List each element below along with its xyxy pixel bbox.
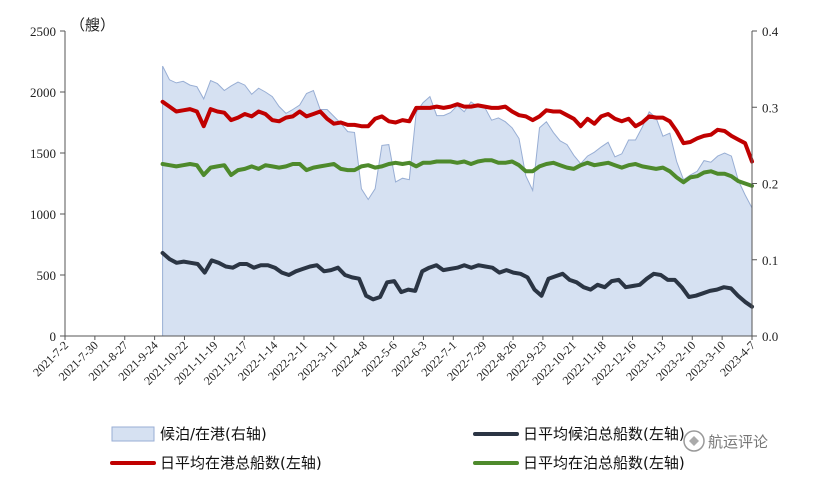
right-axis-ticks: 0.0 0.1 0.2 0.3 0.4 [752, 24, 779, 344]
left-axis-ticks: 0 500 1000 1500 2000 2500 [30, 24, 65, 344]
right-tick-label: 0.1 [762, 253, 778, 268]
series-3-line [160, 158, 754, 188]
series-0-area [162, 65, 753, 337]
legend-label: 候泊/在港(右轴) [160, 425, 267, 443]
series-1-line [160, 251, 754, 309]
left-tick-label: 2000 [30, 85, 56, 100]
legend: 候泊/在港(右轴) 日平均候泊总船数(左轴) 日平均在港总船数(左轴) 日平均在泊总船… [110, 425, 685, 472]
x-axis-ticks: 2021-7-22021-7-302021-8-272021-9-242021-… [30, 336, 758, 388]
left-tick-label: 1500 [30, 146, 56, 161]
left-tick-label: 2500 [30, 24, 56, 39]
left-tick-label: 0 [50, 329, 57, 344]
legend-swatch-area [111, 426, 155, 442]
right-tick-label: 0.3 [762, 100, 778, 115]
left-tick-label: 500 [37, 268, 57, 283]
legend-label: 日平均在泊总船数(左轴) [523, 454, 685, 472]
series-2-line [160, 99, 754, 164]
right-tick-label: 0.0 [762, 329, 778, 344]
watermark-text: 航运评论 [708, 433, 768, 451]
legend-label: 日平均候泊总船数(左轴) [523, 425, 685, 443]
legend-label: 日平均在港总船数(左轴) [160, 454, 322, 472]
area-series-layer [162, 65, 753, 337]
left-tick-label: 1000 [30, 207, 56, 222]
right-tick-label: 0.2 [762, 177, 778, 192]
watermark-logo-mark [689, 436, 699, 446]
line-series-layer [160, 99, 754, 309]
watermark: 航运评论 [683, 430, 768, 452]
left-axis-unit-label: （艘） [70, 16, 115, 34]
watermark-logo-icon [683, 430, 705, 452]
right-tick-label: 0.4 [762, 24, 779, 39]
